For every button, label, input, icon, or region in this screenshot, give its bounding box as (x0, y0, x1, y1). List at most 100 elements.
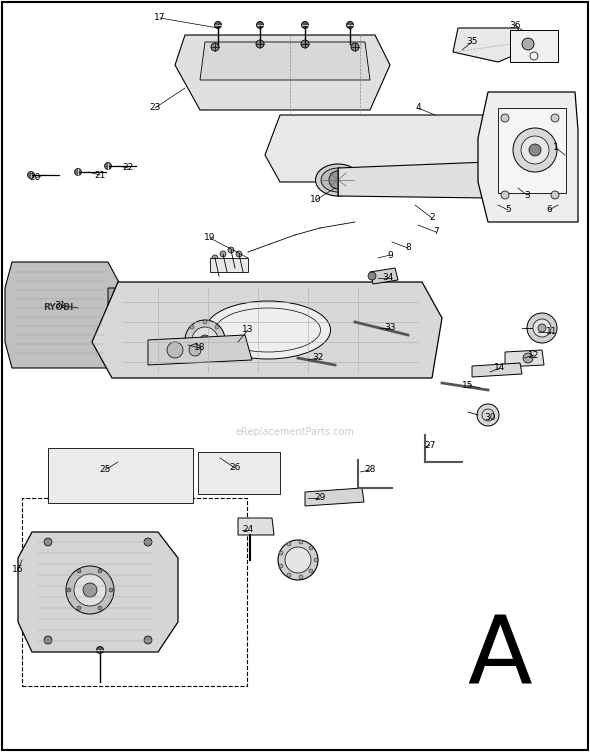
Polygon shape (18, 532, 178, 652)
Circle shape (329, 171, 347, 189)
Text: 29: 29 (314, 493, 326, 502)
Text: 11: 11 (546, 328, 558, 336)
Circle shape (256, 40, 264, 48)
Polygon shape (265, 115, 545, 182)
Circle shape (529, 144, 541, 156)
Polygon shape (305, 488, 364, 506)
Bar (498, 108, 566, 193)
Ellipse shape (316, 164, 360, 196)
Circle shape (144, 636, 152, 644)
Circle shape (220, 251, 226, 257)
Circle shape (522, 38, 534, 50)
Circle shape (279, 551, 283, 555)
Circle shape (190, 350, 194, 354)
Circle shape (299, 575, 303, 579)
Polygon shape (453, 28, 522, 62)
Circle shape (287, 573, 291, 577)
Polygon shape (505, 350, 544, 367)
Circle shape (287, 542, 291, 546)
Polygon shape (5, 262, 122, 368)
Circle shape (98, 606, 102, 610)
Circle shape (278, 540, 318, 580)
Polygon shape (338, 162, 488, 198)
Text: 16: 16 (12, 566, 24, 575)
Circle shape (236, 251, 242, 257)
Circle shape (77, 606, 81, 610)
Circle shape (203, 356, 207, 360)
Circle shape (521, 136, 549, 164)
Text: 18: 18 (194, 344, 206, 353)
Polygon shape (92, 282, 442, 378)
Circle shape (351, 43, 359, 51)
Text: 3: 3 (524, 190, 530, 199)
Text: 12: 12 (528, 350, 540, 359)
Circle shape (109, 588, 113, 592)
Circle shape (211, 43, 219, 51)
Circle shape (309, 569, 313, 573)
Circle shape (200, 335, 210, 345)
Circle shape (67, 588, 71, 592)
Circle shape (228, 247, 234, 253)
Text: 21: 21 (94, 171, 106, 180)
Circle shape (301, 40, 309, 48)
Circle shape (368, 272, 376, 280)
Bar (198, 452, 280, 494)
Text: 28: 28 (364, 465, 376, 475)
Text: 1: 1 (553, 144, 559, 153)
Text: 22: 22 (122, 163, 133, 172)
Text: eReplacementParts.com: eReplacementParts.com (235, 427, 355, 437)
Polygon shape (472, 363, 522, 377)
Text: 35: 35 (466, 38, 478, 47)
Text: 25: 25 (99, 465, 111, 475)
Circle shape (309, 546, 313, 550)
Text: 36: 36 (509, 20, 521, 29)
Circle shape (551, 191, 559, 199)
Circle shape (192, 327, 218, 353)
Polygon shape (478, 92, 578, 222)
Text: 4: 4 (415, 104, 421, 113)
Text: 9: 9 (387, 250, 393, 259)
Bar (48, 448, 193, 503)
Polygon shape (148, 335, 252, 365)
Circle shape (44, 636, 52, 644)
Text: 34: 34 (382, 274, 394, 283)
Text: 31: 31 (54, 301, 65, 310)
Text: 8: 8 (405, 244, 411, 253)
Circle shape (538, 324, 546, 332)
Circle shape (189, 344, 201, 356)
Circle shape (185, 320, 225, 360)
Circle shape (346, 22, 353, 29)
Text: 5: 5 (505, 205, 511, 214)
Polygon shape (238, 518, 274, 535)
Circle shape (215, 325, 219, 329)
Text: 19: 19 (204, 234, 216, 242)
Text: 14: 14 (494, 363, 506, 372)
Circle shape (215, 22, 221, 29)
Circle shape (212, 255, 218, 261)
Text: 32: 32 (312, 353, 324, 362)
Circle shape (477, 404, 499, 426)
Circle shape (285, 547, 311, 573)
Circle shape (74, 574, 106, 606)
Ellipse shape (205, 301, 330, 359)
Text: A: A (468, 612, 532, 704)
Text: RYOBI: RYOBI (43, 304, 73, 313)
Text: 27: 27 (424, 441, 435, 450)
Circle shape (501, 191, 509, 199)
Circle shape (215, 350, 219, 354)
Circle shape (185, 338, 189, 342)
Text: 20: 20 (30, 174, 41, 183)
Text: 30: 30 (484, 414, 496, 423)
Circle shape (301, 22, 309, 29)
Circle shape (299, 540, 303, 544)
Circle shape (44, 538, 52, 546)
Circle shape (167, 342, 183, 358)
Circle shape (221, 338, 225, 342)
Text: 6: 6 (546, 205, 552, 214)
Circle shape (279, 564, 283, 568)
Circle shape (83, 583, 97, 597)
Text: 2: 2 (429, 214, 435, 223)
Circle shape (97, 647, 103, 653)
Text: 7: 7 (433, 228, 439, 236)
Ellipse shape (321, 168, 355, 192)
